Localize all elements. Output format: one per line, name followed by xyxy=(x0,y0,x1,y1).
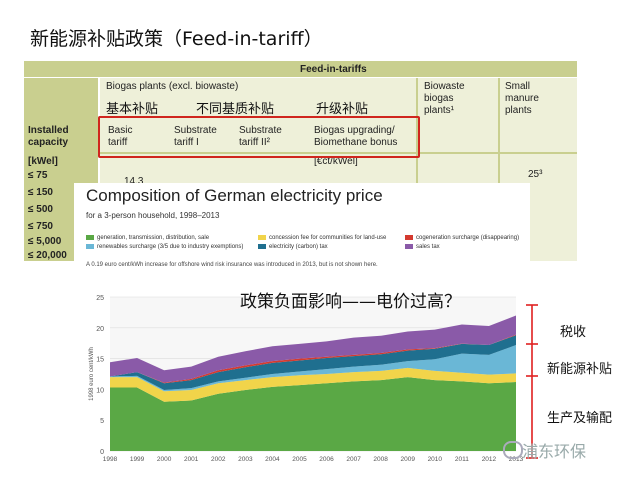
x-tick-label: 1999 xyxy=(130,456,145,463)
legend-item-carbon-tax: electricity (carbon) tax xyxy=(258,244,328,250)
chart-title: Composition of German electricity price xyxy=(86,186,383,205)
x-tick-label: 2013 xyxy=(509,456,524,463)
cn-basic-subsidy: 基本补贴 xyxy=(106,102,159,117)
label-subsidy: 新能源补贴 xyxy=(547,362,613,377)
label-production: 生产及输配 xyxy=(547,411,613,426)
legend-label: cogeneration surcharge (disappearing) xyxy=(416,235,520,242)
substrate-2-header-2: tariff II² xyxy=(239,137,270,148)
x-tick-label: 2010 xyxy=(428,456,443,463)
y-tick-label: 5 xyxy=(100,418,104,425)
biowaste-header-2: biogas xyxy=(424,93,454,104)
capacity-label-1: Installed xyxy=(28,125,69,136)
biowaste-header-1: Biowaste xyxy=(424,81,465,92)
small-header-3: plants xyxy=(505,105,532,116)
chart-subtitle: for a 3-person household, 1998–2013 xyxy=(86,211,220,220)
capacity-label-2: capacity xyxy=(28,137,69,148)
x-tick-label: 2004 xyxy=(265,456,280,463)
y-tick-label: 0 xyxy=(100,449,104,456)
small-value-first: 25³ xyxy=(528,169,543,180)
label-tax: 税收 xyxy=(560,325,587,340)
y-axis-label: 1998 euro cent/kWh xyxy=(89,347,95,401)
x-tick-label: 2007 xyxy=(346,456,361,463)
y-tick-label: 10 xyxy=(96,387,104,394)
legend-item-sales-tax: sales tax xyxy=(405,244,440,250)
legend-label: renewables surcharge (3/5 due to industr… xyxy=(97,244,244,251)
x-tick-label: 2009 xyxy=(400,456,415,463)
x-tick-label: 2006 xyxy=(319,456,334,463)
capacity-row-3: ≤ 500 xyxy=(28,204,53,215)
capacity-row-4: ≤ 750 xyxy=(28,221,53,232)
legend-item-concession: concession fee for communities for land-… xyxy=(258,235,386,241)
area-series-1 xyxy=(110,367,516,402)
slide-title: 新能源补贴政策（Feed-in-tariff） xyxy=(30,28,323,50)
y-tick-label: 25 xyxy=(96,295,104,302)
y-tick-label: 15 xyxy=(96,357,104,364)
substrate-2-header-1: Substrate xyxy=(239,125,282,136)
basic-tariff-header-1: Basic xyxy=(108,125,133,136)
upgrade-header-1: Biogas upgrading/ xyxy=(314,125,395,136)
legend-label: generation, transmission, distribution, … xyxy=(97,235,210,242)
legend-label: sales tax xyxy=(416,244,440,251)
x-tick-label: 2002 xyxy=(211,456,226,463)
biogas-group-header: Biogas plants (excl. biowaste) xyxy=(106,81,239,92)
x-tick-label: 2005 xyxy=(292,456,307,463)
small-header-2: manure xyxy=(505,93,539,104)
area-series-0 xyxy=(110,377,516,451)
table-divider-1 xyxy=(416,78,418,261)
x-tick-label: 2003 xyxy=(238,456,253,463)
x-tick-label: 2011 xyxy=(455,456,469,463)
question-heading: 政策负面影响——电价过高？ xyxy=(240,292,461,312)
basic-tariff-header-2: tariff xyxy=(108,137,128,148)
x-tick-label: 2001 xyxy=(184,456,199,463)
area-series-4 xyxy=(110,334,516,384)
capacity-row-5: ≤ 5,000 xyxy=(28,236,62,247)
table-header-band xyxy=(24,61,577,77)
table-header: Feed-in-tariffs xyxy=(300,64,367,75)
legend-swatch xyxy=(258,244,266,249)
legend-swatch xyxy=(405,244,413,249)
table-divider-2 xyxy=(498,78,500,261)
legend-item-generation: generation, transmission, distribution, … xyxy=(86,235,209,241)
x-tick-label: 2012 xyxy=(482,456,497,463)
legend-swatch xyxy=(405,235,413,240)
cn-upgrade-subsidy: 升级补贴 xyxy=(316,102,369,117)
wechat-icon xyxy=(503,441,523,459)
capacity-row-2: ≤ 150 xyxy=(28,187,53,198)
watermark: 浦东环保 xyxy=(522,442,587,461)
legend-label: electricity (carbon) tax xyxy=(269,244,328,251)
unit-ct-label: [€ct/kWel] xyxy=(314,156,358,167)
substrate-1-header-2: tariff I xyxy=(174,137,199,148)
upgrade-header-2: Biomethane bonus xyxy=(314,137,398,148)
area-series-2 xyxy=(110,345,516,392)
substrate-1-header-1: Substrate xyxy=(174,125,217,136)
chart-header-panel xyxy=(74,183,530,271)
cn-substrate-subsidy: 不同基质补贴 xyxy=(196,102,275,117)
area-series-5 xyxy=(110,315,516,383)
y-tick-label: 20 xyxy=(96,326,104,333)
biowaste-header-3: plants¹ xyxy=(424,105,455,116)
x-tick-label: 1998 xyxy=(103,456,118,463)
basic-value-first: 14.3 xyxy=(124,176,144,187)
legend-swatch xyxy=(258,235,266,240)
legend-item-cogeneration: cogeneration surcharge (disappearing) xyxy=(405,235,519,241)
area-series-3 xyxy=(110,335,516,391)
legend-swatch xyxy=(86,235,94,240)
capacity-row-6: ≤ 20,000 xyxy=(28,250,67,261)
x-tick-label: 2008 xyxy=(373,456,388,463)
table-row-divider xyxy=(24,152,577,154)
unit-label: [kWel] xyxy=(28,156,58,167)
chart-footnote: A 0.19 euro cent/kWh increase for offsho… xyxy=(86,262,378,268)
legend-item-renewables: renewables surcharge (3/5 due to industr… xyxy=(86,244,243,250)
capacity-row-1: ≤ 75 xyxy=(28,170,48,181)
legend-swatch xyxy=(86,244,94,249)
highlight-box xyxy=(98,116,420,158)
x-tick-label: 2000 xyxy=(157,456,172,463)
small-header-1: Small xyxy=(505,81,531,92)
legend-label: concession fee for communities for land-… xyxy=(269,235,387,242)
